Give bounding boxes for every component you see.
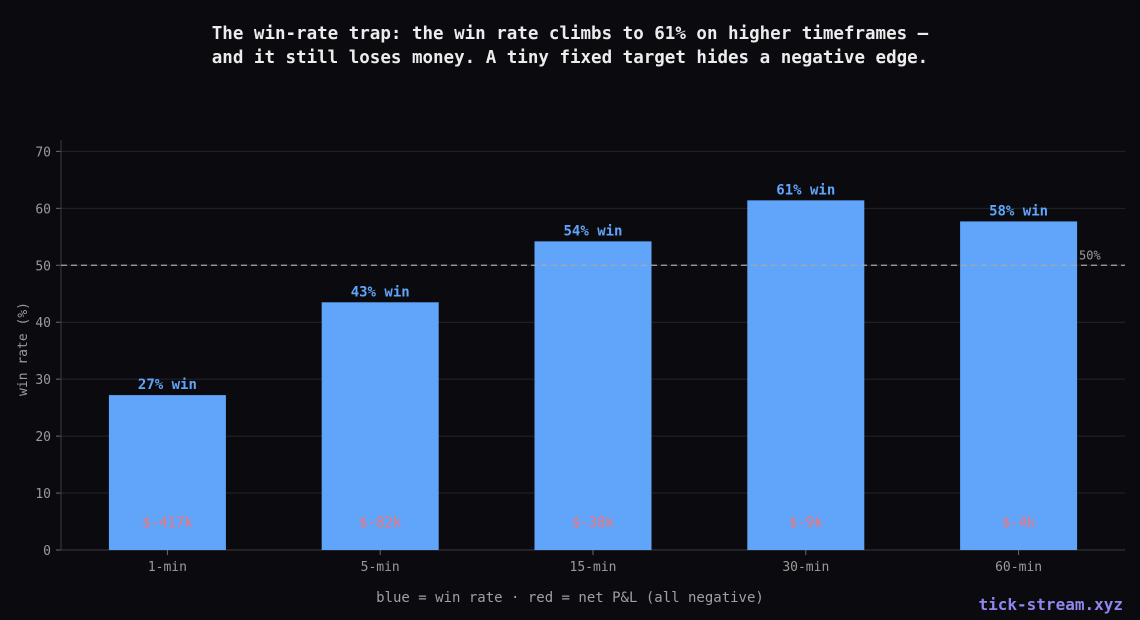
chart-title: The win-rate trap: the win rate climbs t… bbox=[0, 22, 1140, 70]
bar-5-min bbox=[321, 302, 439, 550]
bar-pnl-label: $-9k bbox=[789, 515, 823, 531]
x-tick-label: 5-min bbox=[361, 560, 400, 575]
reference-line-label: 50% bbox=[1079, 248, 1101, 262]
bar-15-min bbox=[534, 241, 652, 550]
x-tick-label: 30-min bbox=[782, 560, 829, 575]
y-axis-label: win rate (%) bbox=[16, 302, 31, 396]
y-tick-label: 60 bbox=[35, 202, 51, 217]
bar-1-min bbox=[108, 395, 226, 550]
bar-pnl-label: $-38k bbox=[572, 515, 615, 531]
y-tick-label: 0 bbox=[43, 544, 51, 559]
y-tick-label: 50 bbox=[35, 259, 51, 274]
chart-title-line-1: The win-rate trap: the win rate climbs t… bbox=[211, 24, 929, 44]
bar-pnl-label: $-4k bbox=[1002, 515, 1036, 531]
y-tick-label: 20 bbox=[35, 430, 51, 445]
x-tick-label: 60-min bbox=[995, 560, 1042, 575]
y-tick-label: 10 bbox=[35, 487, 51, 502]
bar-pnl-label: $-417k bbox=[142, 515, 193, 531]
bar-win-label: 61% win bbox=[776, 182, 835, 198]
watermark: tick-stream.xyz bbox=[978, 595, 1124, 614]
chart-title-line-2: and it still loses money. A tiny fixed t… bbox=[211, 48, 929, 68]
bar-win-label: 27% win bbox=[138, 377, 197, 393]
bar-pnl-label: $-82k bbox=[359, 515, 402, 531]
y-tick-label: 40 bbox=[35, 316, 51, 331]
chart-footer-note: blue = win rate · red = net P&L (all neg… bbox=[376, 590, 764, 606]
x-tick-label: 15-min bbox=[570, 560, 617, 575]
bar-60-min bbox=[960, 221, 1078, 551]
bar-win-label: 54% win bbox=[563, 223, 622, 239]
bar-30-min bbox=[747, 200, 865, 550]
bar-win-label: 58% win bbox=[989, 203, 1048, 219]
y-tick-label: 30 bbox=[35, 373, 51, 388]
x-tick-label: 1-min bbox=[148, 560, 187, 575]
y-tick-label: 70 bbox=[35, 145, 51, 160]
bar-win-label: 43% win bbox=[351, 284, 410, 300]
